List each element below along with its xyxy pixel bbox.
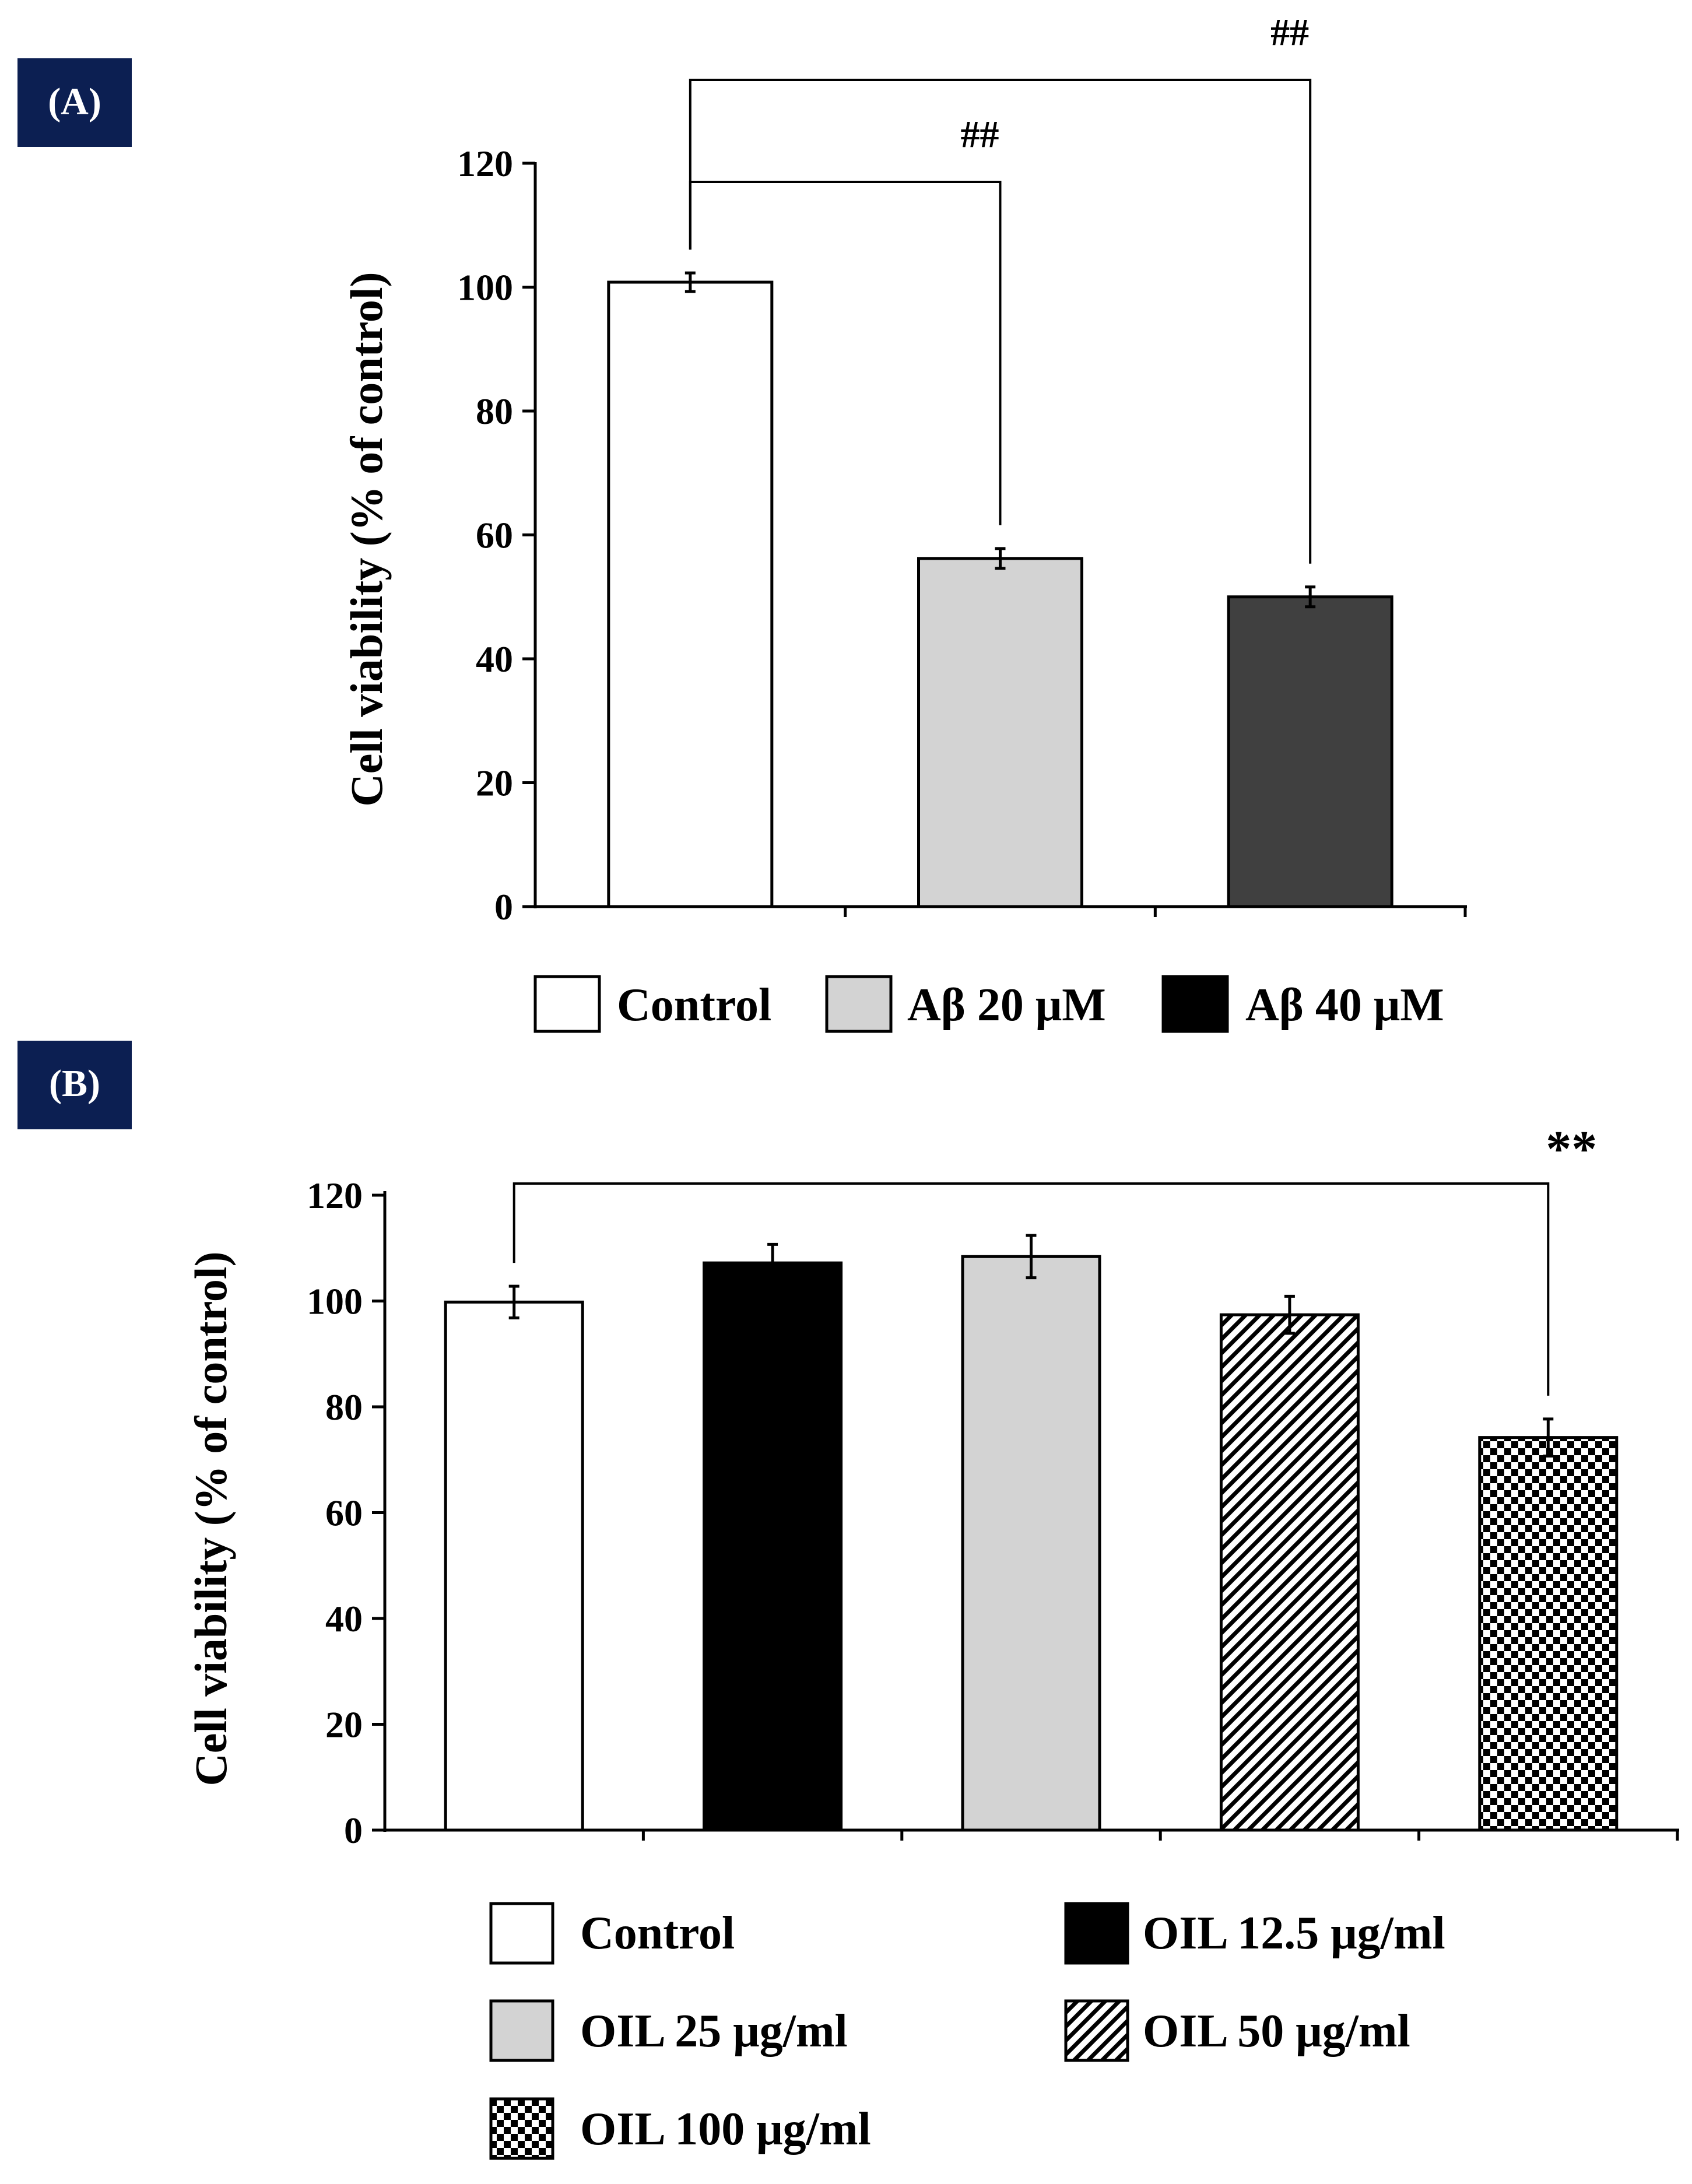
bar	[444, 1300, 584, 1832]
legend-swatch-oil-25	[489, 1999, 554, 2062]
bar	[607, 280, 774, 908]
panel-a-bars	[607, 271, 1393, 908]
error-bar	[1305, 585, 1316, 609]
legend-item-oil-50: OIL 50 μg/ml	[1064, 1999, 1410, 2062]
legend-swatch-abeta-20	[825, 975, 893, 1033]
legend-item-control: Control	[533, 975, 771, 1033]
panel-a: (A) Cell viability (% of control) 0 20 40 6…	[17, 11, 1467, 1033]
y-tick-label: 60	[476, 515, 513, 556]
panel-b: (B) Cell viability (% of control) 0 20 40 6…	[17, 1041, 1679, 2160]
legend-item-oil-100: OIL 100 μg/ml	[489, 2097, 871, 2160]
error-bar	[684, 271, 696, 293]
panel-b-y-axis-label: Cell viability (% of control)	[185, 1251, 236, 1786]
significance-bracket	[512, 1182, 1550, 1396]
bar	[1478, 1436, 1619, 1832]
y-tick-label: 0	[494, 886, 513, 928]
error-bar	[508, 1284, 519, 1320]
significance-label: ##	[961, 113, 999, 156]
legend-item-abeta-20: Aβ 20 μM	[825, 975, 1106, 1033]
panel-b-significance: **	[512, 1121, 1597, 1396]
error-bar	[1543, 1417, 1554, 1458]
panel-b-label-box	[17, 1041, 132, 1129]
y-tick-label: 100	[307, 1281, 363, 1322]
legend-label-b-control: Control	[580, 1908, 735, 1959]
panel-b-legend: Control OIL 12.5 μg/ml OIL 25 μg/ml OIL …	[489, 1902, 1445, 2160]
bar	[703, 1261, 843, 1832]
legend-label-control: Control	[617, 979, 771, 1031]
panel-a-label-box	[17, 58, 132, 147]
bar	[1227, 595, 1393, 908]
legend-item-oil-25: OIL 25 μg/ml	[489, 1999, 848, 2062]
legend-label-abeta-20: Aβ 20 μM	[907, 979, 1106, 1031]
y-tick-label: 0	[344, 1810, 363, 1851]
y-tick-label: 80	[325, 1386, 363, 1428]
significance-bracket	[689, 79, 1312, 564]
panel-a-x-ticks	[844, 907, 1467, 917]
legend-swatch-oil-50	[1064, 1999, 1129, 2062]
legend-swatch-control	[533, 975, 601, 1033]
y-tick-label: 80	[476, 391, 513, 432]
legend-swatch-abeta-40	[1161, 975, 1229, 1033]
significance-label: **	[1546, 1121, 1597, 1178]
panel-a-y-ticks: 0 20 40 60 80 100 120	[457, 143, 535, 928]
error-bar	[767, 1242, 778, 1283]
panel-a-significance: ## ##	[689, 11, 1312, 564]
panel-b-y-ticks: 0 20 40 60 80 100 120	[307, 1175, 385, 1851]
error-bar	[995, 547, 1006, 570]
y-tick-label: 100	[457, 267, 513, 308]
bar	[917, 557, 1083, 908]
panel-b-bars	[444, 1234, 1619, 1832]
y-tick-label: 60	[325, 1493, 363, 1534]
error-bar	[1026, 1234, 1037, 1280]
legend-label-oil-100: OIL 100 μg/ml	[580, 2104, 871, 2155]
bar	[961, 1255, 1101, 1832]
legend-label-oil-25: OIL 25 μg/ml	[580, 2006, 848, 2057]
y-tick-label: 40	[325, 1598, 363, 1639]
legend-label-abeta-40: Aβ 40 μM	[1245, 979, 1444, 1031]
y-tick-label: 120	[457, 143, 513, 184]
bar	[1219, 1313, 1360, 1832]
y-tick-label: 20	[476, 763, 513, 804]
panel-a-y-axis-label: Cell viability (% of control)	[341, 272, 392, 806]
significance-label: ##	[1270, 11, 1309, 54]
error-bar	[1284, 1294, 1295, 1335]
panel-b-label: (B)	[49, 1062, 100, 1105]
legend-item-oil-12-5: OIL 12.5 μg/ml	[1064, 1902, 1445, 1965]
panel-a-label: (A)	[48, 80, 101, 123]
legend-label-oil-12-5: OIL 12.5 μg/ml	[1143, 1908, 1445, 1959]
legend-swatch-oil-100	[489, 2097, 554, 2160]
legend-swatch-oil-12-5	[1064, 1902, 1129, 1965]
y-tick-label: 120	[307, 1175, 363, 1216]
panel-b-x-ticks	[641, 1830, 1679, 1841]
legend-swatch-b-control	[489, 1902, 554, 1965]
legend-item-abeta-40: Aβ 40 μM	[1161, 975, 1444, 1033]
legend-item-b-control: Control	[489, 1902, 735, 1965]
y-tick-label: 40	[476, 638, 513, 680]
y-tick-label: 20	[325, 1704, 363, 1746]
panel-a-legend: Control Aβ 20 μM Aβ 40 μM	[533, 975, 1444, 1033]
legend-label-oil-50: OIL 50 μg/ml	[1143, 2006, 1410, 2057]
